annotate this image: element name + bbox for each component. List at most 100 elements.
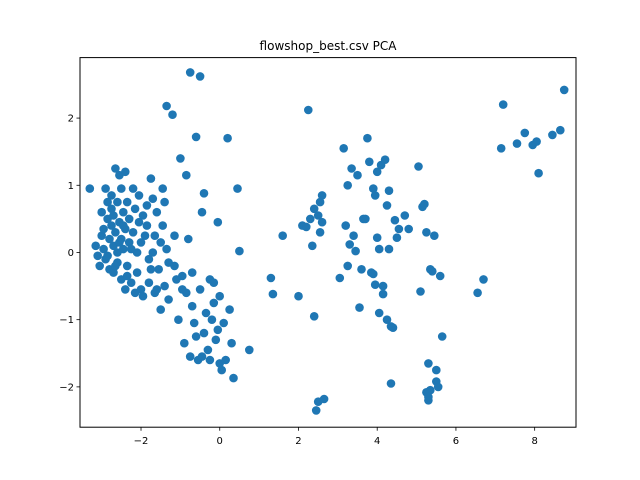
data-point — [400, 211, 410, 220]
data-point — [556, 125, 565, 135]
data-point — [121, 285, 130, 294]
data-point — [126, 278, 136, 288]
data-point — [302, 222, 311, 232]
y-tick-label: 0 — [68, 248, 74, 259]
data-point — [180, 338, 189, 348]
data-point — [428, 267, 437, 276]
data-point — [351, 246, 360, 256]
data-point — [99, 244, 108, 254]
data-point — [235, 246, 244, 256]
data-point — [178, 285, 187, 294]
data-point — [311, 406, 321, 415]
data-point — [134, 191, 144, 200]
data-point — [266, 273, 276, 283]
data-point — [496, 144, 506, 153]
data-point — [420, 199, 429, 209]
data-point — [207, 315, 217, 325]
data-point — [422, 228, 431, 237]
data-point — [176, 154, 185, 163]
data-point — [119, 207, 128, 217]
data-point — [306, 214, 315, 224]
data-point — [185, 68, 195, 77]
data-point — [355, 303, 364, 312]
data-point — [136, 285, 146, 294]
data-point — [370, 280, 380, 290]
data-point — [182, 170, 191, 180]
data-point — [559, 85, 569, 95]
data-point — [97, 231, 106, 240]
data-point — [378, 281, 388, 291]
data-point — [217, 365, 226, 375]
data-point — [168, 110, 177, 119]
data-point — [174, 315, 183, 325]
data-point — [424, 392, 433, 402]
data-point — [213, 217, 223, 227]
data-point — [124, 238, 134, 247]
data-point — [128, 228, 138, 237]
x-tick-label: 4 — [374, 436, 380, 447]
data-point — [197, 207, 207, 217]
data-point — [424, 359, 433, 368]
data-point — [85, 184, 95, 193]
data-point — [219, 318, 228, 328]
data-point — [164, 295, 173, 304]
data-point — [138, 291, 148, 301]
data-point — [107, 204, 116, 214]
data-point — [416, 287, 425, 296]
data-point — [148, 248, 158, 257]
data-point — [319, 394, 329, 404]
data-point — [142, 221, 152, 230]
data-point — [548, 130, 557, 140]
data-point — [370, 191, 380, 200]
y-tick-label: −2 — [59, 382, 74, 393]
data-point — [363, 133, 372, 143]
data-point — [233, 184, 242, 193]
data-point — [394, 224, 404, 234]
data-point — [339, 144, 349, 153]
data-point — [132, 268, 142, 277]
data-point — [498, 100, 508, 109]
data-point — [309, 204, 319, 214]
data-point — [229, 373, 238, 383]
data-point — [115, 238, 124, 247]
data-point — [191, 332, 201, 341]
data-point — [369, 184, 378, 193]
data-point — [435, 271, 445, 281]
y-tick-label: −1 — [59, 315, 74, 326]
data-point — [317, 217, 327, 227]
data-point — [197, 352, 207, 361]
data-point — [122, 261, 132, 271]
data-point — [119, 244, 128, 254]
data-point — [122, 197, 132, 207]
data-point — [113, 197, 122, 207]
data-point — [101, 184, 110, 193]
data-point — [309, 312, 319, 321]
data-point — [103, 197, 112, 207]
data-point — [191, 132, 201, 142]
y-axis: −2 −1 0 1 2 — [59, 114, 80, 393]
data-point — [152, 285, 162, 294]
data-point — [369, 269, 378, 279]
y-tick-label: 2 — [68, 114, 74, 125]
data-point — [374, 308, 384, 318]
data-point — [158, 184, 167, 193]
data-point — [187, 301, 197, 311]
data-point — [343, 261, 353, 271]
data-point — [107, 191, 116, 200]
data-point — [378, 289, 388, 299]
data-point — [382, 315, 392, 325]
data-point — [345, 240, 355, 249]
data-point — [382, 201, 392, 210]
data-point — [160, 197, 169, 207]
data-point — [304, 105, 313, 115]
data-point — [211, 335, 221, 345]
data-point — [93, 251, 102, 261]
data-point — [109, 211, 118, 220]
data-point — [353, 170, 362, 180]
data-point — [185, 352, 195, 361]
data-point — [201, 308, 211, 318]
data-point — [414, 162, 423, 171]
chart-title: flowshop_best.csv PCA — [260, 39, 398, 53]
data-point — [162, 101, 171, 111]
scatter-points — [85, 68, 569, 415]
